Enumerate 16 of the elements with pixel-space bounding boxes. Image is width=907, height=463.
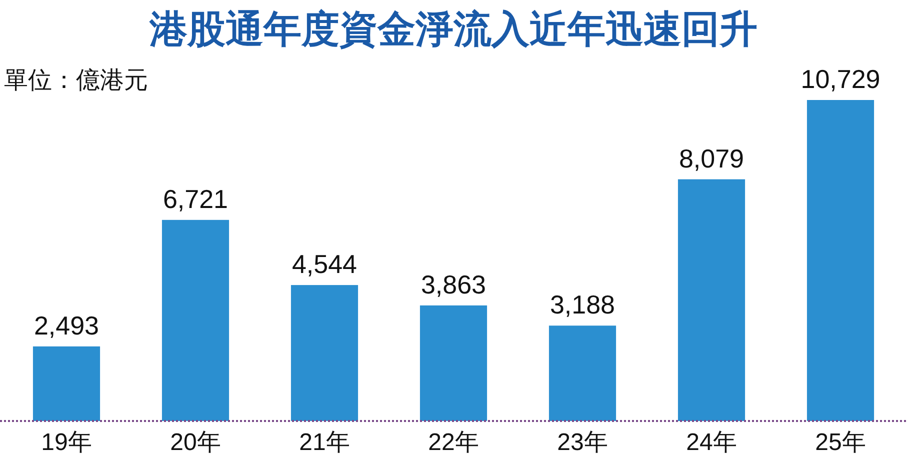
x-tick-label: 24年	[686, 429, 737, 456]
x-tick-label: 21年	[299, 429, 350, 456]
data-label: 3,863	[420, 269, 486, 300]
data-label: 6,721	[162, 184, 228, 214]
x-tick-label: 19年	[41, 429, 92, 456]
chart-title: 港股通年度資金淨流入近年迅速回升	[148, 8, 758, 51]
data-label: 10,729	[800, 64, 880, 94]
text: 單位：億港元	[4, 67, 148, 94]
x-tick-label: 20年	[170, 429, 221, 456]
data-label: 8,079	[678, 143, 744, 174]
data-label: 2,493	[34, 310, 100, 340]
data-label: 3,188	[550, 290, 616, 320]
data-label: 4,544	[292, 249, 358, 280]
x-tick-label: 22年	[428, 429, 479, 456]
x-tick-label: 25年	[815, 429, 866, 456]
x-tick-label: 23年	[557, 429, 608, 456]
